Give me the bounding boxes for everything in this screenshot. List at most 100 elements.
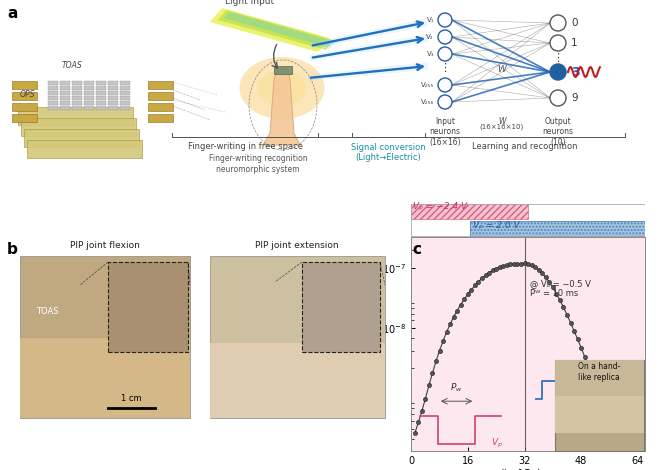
Bar	[48, 101, 58, 105]
Bar	[108, 101, 118, 105]
Bar	[411, 204, 528, 219]
Bar	[60, 101, 70, 105]
Bar	[148, 114, 173, 122]
Text: Vₚ = −2.4 V: Vₚ = −2.4 V	[413, 203, 467, 212]
Bar	[108, 86, 118, 90]
Text: W: W	[498, 117, 506, 126]
Text: 9: 9	[571, 93, 578, 103]
Bar	[210, 256, 385, 418]
Text: Finger-writing in free space: Finger-writing in free space	[188, 142, 303, 151]
Bar	[48, 81, 58, 85]
Circle shape	[550, 90, 566, 106]
Text: Signal conversion
(Light→Electric): Signal conversion (Light→Electric)	[351, 143, 425, 163]
FancyBboxPatch shape	[24, 129, 139, 147]
Bar	[12, 92, 37, 100]
Text: V₂₅₅: V₂₅₅	[420, 82, 434, 88]
Bar	[84, 86, 94, 90]
Text: On a hand-
like replica: On a hand- like replica	[578, 362, 620, 383]
Text: OPS: OPS	[20, 90, 36, 99]
Text: V₂: V₂	[426, 34, 434, 40]
Bar	[84, 81, 94, 85]
Bar	[148, 103, 173, 111]
Bar	[48, 86, 58, 90]
Bar	[120, 81, 130, 85]
Ellipse shape	[240, 57, 324, 119]
Circle shape	[438, 47, 452, 61]
Polygon shape	[224, 12, 335, 48]
Bar	[96, 81, 106, 85]
Bar	[120, 86, 130, 90]
Bar	[72, 96, 82, 100]
Bar	[72, 86, 82, 90]
Text: Vₚ = 2.0 V: Vₚ = 2.0 V	[473, 221, 520, 230]
Text: 0: 0	[571, 18, 578, 28]
Text: V₁: V₁	[426, 17, 434, 23]
Text: Finger-writing recognition
neuromorphic system: Finger-writing recognition neuromorphic …	[209, 154, 307, 174]
Text: b: b	[7, 242, 18, 257]
Text: V₃: V₃	[426, 51, 434, 57]
Text: TOAS: TOAS	[36, 307, 59, 316]
Text: Output
neurons
(10): Output neurons (10)	[542, 117, 574, 147]
Circle shape	[438, 95, 452, 109]
Bar	[411, 204, 528, 219]
Bar	[84, 101, 94, 105]
Text: TOAS: TOAS	[62, 61, 83, 70]
Circle shape	[550, 15, 566, 31]
Polygon shape	[210, 8, 330, 52]
Bar	[120, 101, 130, 105]
FancyBboxPatch shape	[27, 140, 142, 158]
Bar	[20, 338, 190, 418]
Bar	[120, 106, 130, 110]
Text: ⋮: ⋮	[440, 63, 451, 73]
Bar	[96, 101, 106, 105]
Polygon shape	[308, 62, 428, 81]
Bar	[72, 106, 82, 110]
Bar	[60, 91, 70, 95]
Bar	[12, 81, 37, 89]
Bar	[108, 91, 118, 95]
Bar	[60, 86, 70, 90]
Bar	[60, 96, 70, 100]
Text: W: W	[497, 65, 507, 75]
Bar	[470, 221, 645, 236]
FancyBboxPatch shape	[21, 118, 136, 136]
Bar	[302, 262, 380, 352]
Text: V₂₅₆: V₂₅₆	[420, 99, 434, 105]
Bar	[108, 262, 188, 352]
Bar	[274, 66, 292, 74]
Text: 1: 1	[571, 38, 578, 48]
Bar	[96, 106, 106, 110]
Bar	[148, 92, 173, 100]
Text: PIP joint extension: PIP joint extension	[255, 241, 339, 250]
Circle shape	[438, 78, 452, 92]
Text: @ Vₒ = −0.5 V
Pᵂ = 10 ms: @ Vₒ = −0.5 V Pᵂ = 10 ms	[530, 279, 591, 298]
Bar	[108, 106, 118, 110]
Bar	[555, 396, 644, 433]
Bar	[84, 106, 94, 110]
Bar	[148, 81, 173, 89]
Text: a: a	[7, 6, 17, 21]
Bar	[96, 96, 106, 100]
Bar	[84, 91, 94, 95]
Polygon shape	[310, 18, 428, 49]
Bar	[48, 96, 58, 100]
Bar	[120, 96, 130, 100]
Circle shape	[550, 35, 566, 51]
Bar	[555, 360, 644, 396]
Bar	[96, 91, 106, 95]
Ellipse shape	[258, 70, 306, 106]
X-axis label: # of Pulses: # of Pulses	[499, 469, 557, 470]
Bar	[12, 103, 37, 111]
Circle shape	[438, 30, 452, 44]
Text: ⋮: ⋮	[553, 53, 563, 63]
Bar	[72, 81, 82, 85]
Bar	[84, 96, 94, 100]
Bar	[60, 106, 70, 110]
Bar	[20, 256, 190, 418]
Text: 1 cm: 1 cm	[120, 394, 141, 403]
Bar	[60, 81, 70, 85]
Bar	[96, 86, 106, 90]
Y-axis label: PSC (A): PSC (A)	[355, 325, 365, 364]
Text: PIP joint flexion: PIP joint flexion	[70, 241, 140, 250]
Text: Light input: Light input	[226, 0, 274, 6]
